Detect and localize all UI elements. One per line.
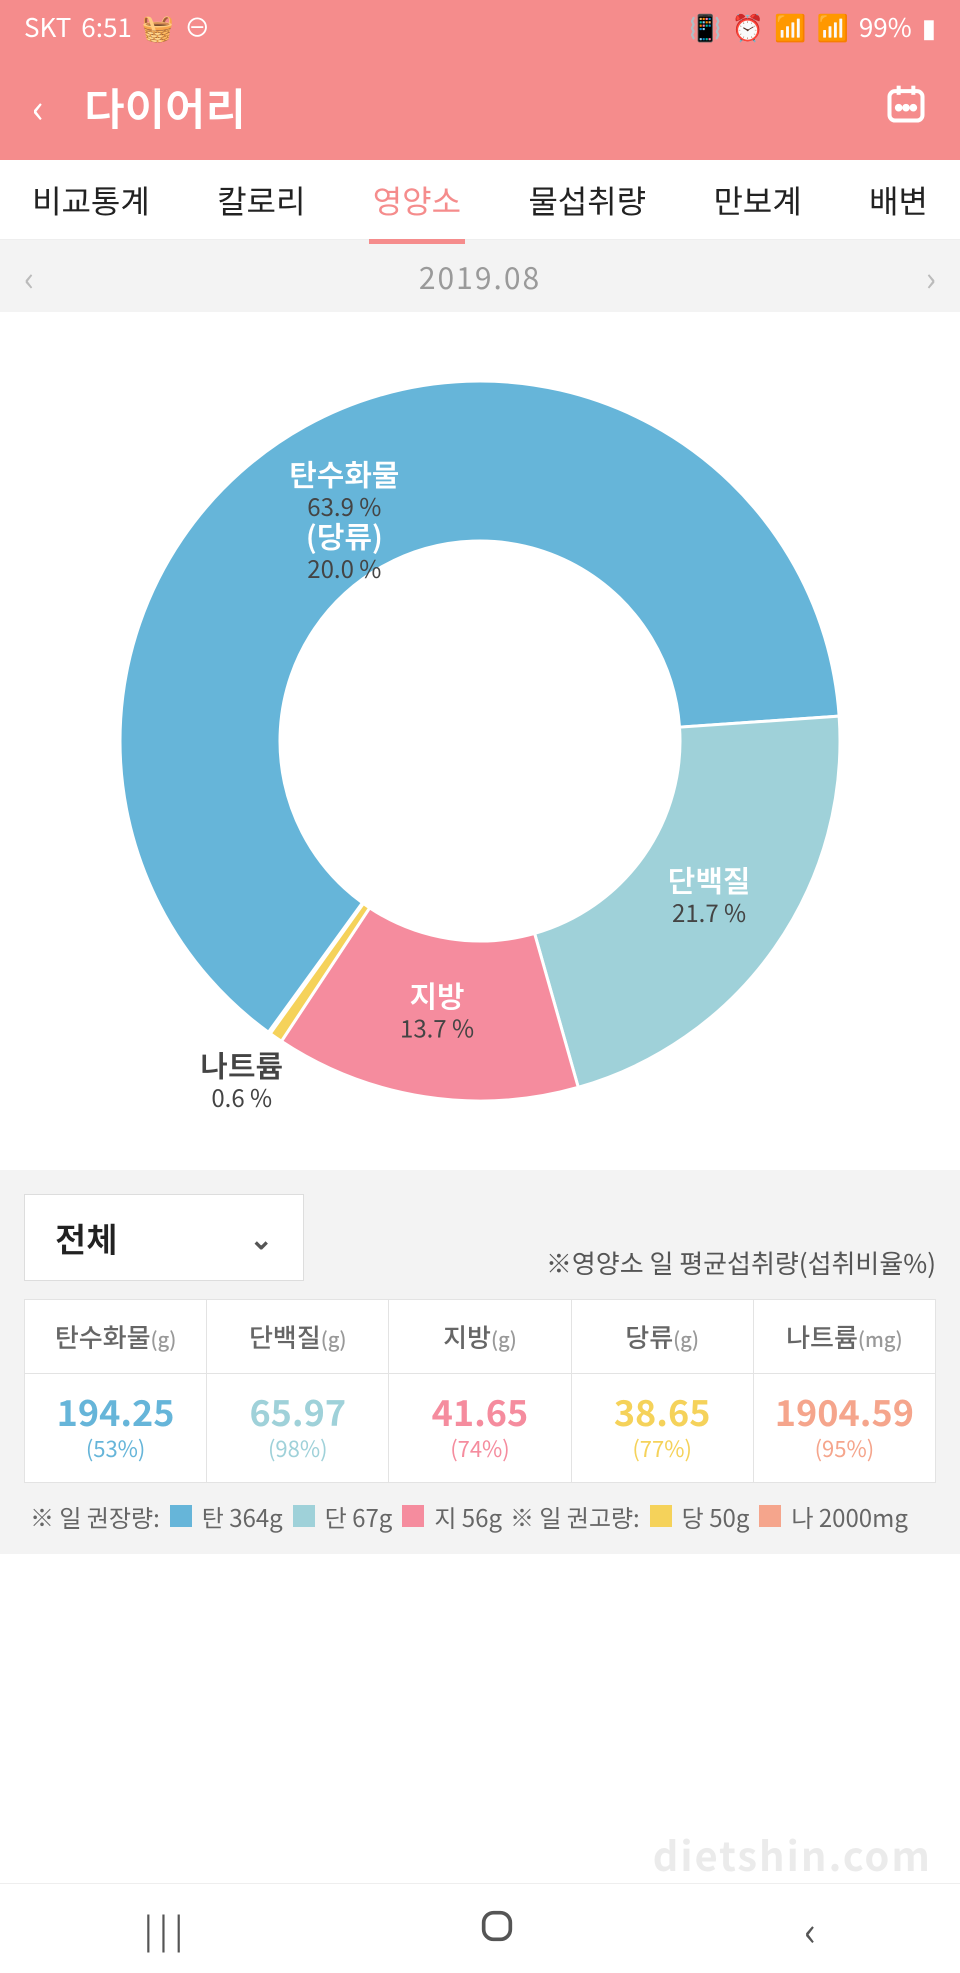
- legend-text: 당 50g: [682, 1499, 750, 1534]
- scope-dropdown[interactable]: 전체 ⌄: [24, 1194, 304, 1281]
- legend-swatch: [402, 1505, 424, 1527]
- summary-panel: 전체 ⌄ ※영양소 일 평균섭취량(섭취비율%) 탄수화물(g)단백질(g)지방…: [0, 1170, 960, 1554]
- legend-text: 나 2000mg: [791, 1499, 908, 1534]
- tab-4[interactable]: 만보계: [709, 157, 805, 243]
- tab-5[interactable]: 배변: [865, 157, 932, 243]
- legend-text: 단 67g: [325, 1499, 393, 1534]
- next-month-button[interactable]: ›: [926, 252, 936, 301]
- legend-text: ※ 일 권장량:: [30, 1499, 160, 1534]
- col-header: 탄수화물(g): [25, 1300, 207, 1374]
- basket-icon: 🧺: [142, 8, 174, 45]
- legend: ※ 일 권장량: 탄 364g 단 67g 지 56g※ 일 권고량: 당 50g 나 2…: [24, 1483, 936, 1542]
- status-bar: SKT 6:51 🧺 ⊖ 📳 ⏰ 📶 📶 99% ▮: [0, 0, 960, 52]
- recents-button[interactable]: |||: [144, 1904, 190, 1953]
- signal-icon: 📶: [817, 8, 849, 45]
- tab-0[interactable]: 비교통계: [28, 157, 154, 243]
- back-button[interactable]: ‹: [32, 77, 44, 135]
- scope-label: 전체: [55, 1213, 118, 1262]
- legend-swatch: [650, 1505, 672, 1527]
- calendar-icon[interactable]: [884, 82, 928, 131]
- battery-icon: ▮: [922, 8, 936, 45]
- col-value: 194.25(53%): [25, 1374, 207, 1483]
- watermark: dietshin.com: [653, 1825, 932, 1883]
- wifi-icon: 📶: [774, 8, 806, 45]
- donut-chart: 탄수화물63.9 %(당류)20.0 %단백질21.7 %지방13.7 %나트륨…: [0, 312, 960, 1170]
- legend-text: 탄 364g: [202, 1499, 283, 1534]
- carrier-label: SKT: [24, 8, 71, 45]
- chevron-down-icon: ⌄: [250, 1218, 273, 1258]
- android-nav: ||| ‹: [0, 1883, 960, 1973]
- col-header: 당류(g): [571, 1300, 753, 1374]
- clock-label: 6:51: [81, 8, 132, 45]
- legend-swatch: [170, 1505, 192, 1527]
- col-header: 단백질(g): [207, 1300, 389, 1374]
- back-nav-button[interactable]: ‹: [804, 1900, 816, 1958]
- col-header: 지방(g): [389, 1300, 571, 1374]
- slice-label-pct: 13.7 %: [400, 1010, 474, 1045]
- legend-swatch: [759, 1505, 781, 1527]
- vibrate-icon: 📳: [689, 8, 721, 45]
- slice-label-pct: 21.7 %: [672, 894, 746, 929]
- col-header: 나트륨(mg): [753, 1300, 935, 1374]
- col-value: 41.65(74%): [389, 1374, 571, 1483]
- legend-swatch: [293, 1505, 315, 1527]
- tab-2[interactable]: 영양소: [369, 157, 465, 243]
- app-bar: ‹ 다이어리: [0, 52, 960, 160]
- slice-sub-pct: 20.0 %: [307, 550, 381, 585]
- col-value: 65.97(98%): [207, 1374, 389, 1483]
- col-value: 1904.59(95%): [753, 1374, 935, 1483]
- alarm-icon: ⏰: [732, 8, 764, 45]
- legend-text: 지 56g: [434, 1499, 502, 1534]
- legend-text: ※ 일 권고량:: [510, 1499, 640, 1534]
- dnd-icon: ⊖: [184, 8, 210, 45]
- nutrient-table: 탄수화물(g)단백질(g)지방(g)당류(g)나트륨(mg) 194.25(53…: [24, 1299, 936, 1483]
- tab-3[interactable]: 물섭취량: [524, 157, 650, 243]
- col-value: 38.65(77%): [571, 1374, 753, 1483]
- slice-label-pct: 0.6 %: [211, 1079, 272, 1114]
- tab-1[interactable]: 칼로리: [213, 157, 309, 243]
- battery-pct: 99%: [859, 8, 912, 45]
- summary-note: ※영양소 일 평균섭취량(섭취비율%): [546, 1244, 936, 1281]
- home-button[interactable]: [477, 1906, 517, 1951]
- date-nav: ‹ 2019.08 ›: [0, 240, 960, 312]
- tabs: 비교통계 칼로리 영양소 물섭취량 만보계 배변: [0, 160, 960, 240]
- prev-month-button[interactable]: ‹: [24, 252, 34, 301]
- date-label: 2019.08: [419, 254, 541, 298]
- page-title: 다이어리: [84, 74, 246, 138]
